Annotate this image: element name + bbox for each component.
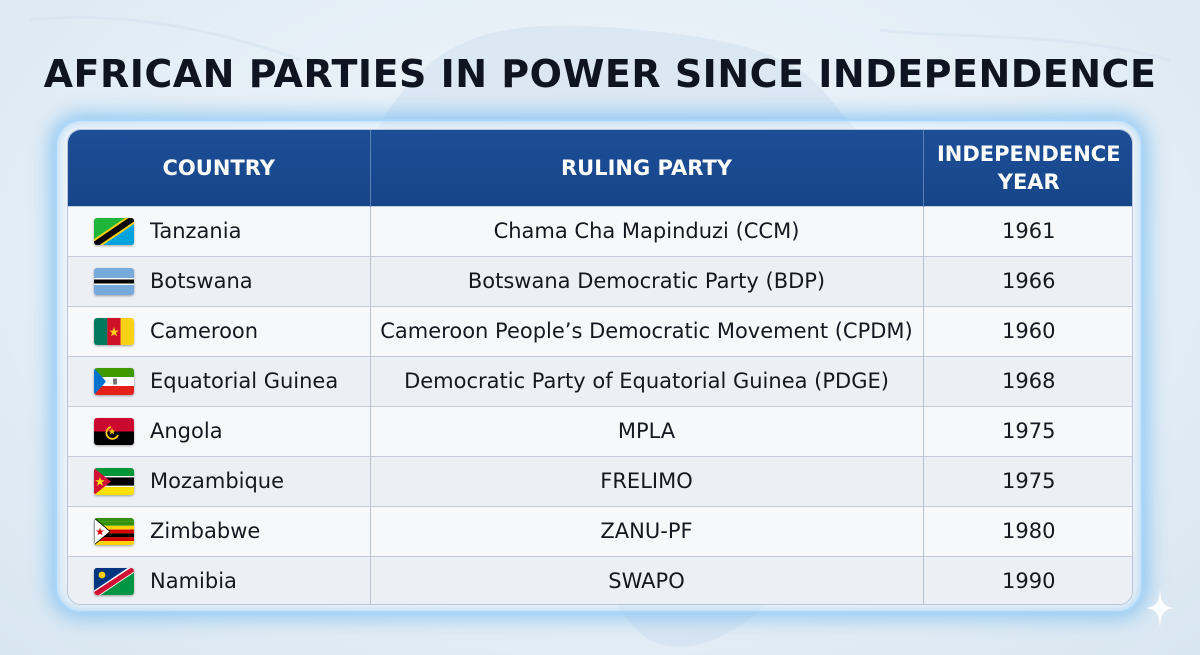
table-row: Namibia SWAPO 1990 xyxy=(68,555,1132,604)
year-cell: 1961 xyxy=(923,205,1132,256)
party-cell: Botswana Democratic Party (BDP) xyxy=(370,255,924,306)
tanzania-flag-icon xyxy=(94,217,134,245)
party-cell: Chama Cha Mapinduzi (CCM) xyxy=(370,205,924,256)
page-title: AFRICAN PARTIES IN POWER SINCE INDEPENDE… xyxy=(43,52,1157,96)
country-cell: Tanzania xyxy=(68,205,371,256)
year-cell: 1968 xyxy=(923,355,1132,406)
party-cell: MPLA xyxy=(370,405,924,456)
angola-flag-icon xyxy=(94,417,134,445)
year-cell: 1990 xyxy=(923,555,1132,604)
year-cell: 1966 xyxy=(923,255,1132,306)
party-cell: FRELIMO xyxy=(370,455,924,506)
country-cell: Angola xyxy=(68,405,371,456)
header-country: COUNTRY xyxy=(68,130,371,206)
table-row: Zimbabwe ZANU-PF 1980 xyxy=(68,505,1132,556)
botswana-flag-icon xyxy=(94,267,134,295)
header-year-line1: INDEPENDENCE xyxy=(936,141,1121,166)
country-cell: Zimbabwe xyxy=(68,505,371,556)
parties-table-container: COUNTRY RULING PARTY INDEPENDENCE YEAR T… xyxy=(67,129,1133,605)
country-cell: Botswana xyxy=(68,255,371,306)
country-cell: Namibia xyxy=(68,555,371,604)
party-cell: ZANU-PF xyxy=(370,505,924,556)
country-name: Mozambique xyxy=(150,469,285,493)
party-cell: Democratic Party of Equatorial Guinea (P… xyxy=(370,355,924,406)
zimbabwe-flag-icon xyxy=(94,517,134,545)
year-cell: 1975 xyxy=(923,455,1132,506)
country-name: Namibia xyxy=(150,569,237,594)
mozambique-flag-icon xyxy=(94,467,134,495)
table-header-row: COUNTRY RULING PARTY INDEPENDENCE YEAR xyxy=(68,130,1132,206)
table-row: Angola MPLA 1975 xyxy=(68,405,1132,456)
header-ruling-party: RULING PARTY xyxy=(370,130,924,206)
header-independence-year: INDEPENDENCE YEAR xyxy=(923,130,1132,206)
year-cell: 1980 xyxy=(923,505,1132,556)
country-name: Tanzania xyxy=(150,219,242,243)
country-name: Zimbabwe xyxy=(150,519,261,543)
country-name: Botswana xyxy=(150,269,253,293)
year-cell: 1960 xyxy=(923,305,1132,356)
party-cell: SWAPO xyxy=(370,555,924,604)
country-name: Cameroon xyxy=(150,319,259,343)
country-cell: Equatorial Guinea xyxy=(68,355,371,406)
header-year-line2: YEAR xyxy=(997,169,1060,194)
cameroon-flag-icon xyxy=(94,317,134,345)
parties-table: COUNTRY RULING PARTY INDEPENDENCE YEAR T… xyxy=(68,130,1132,604)
namibia-flag-icon xyxy=(94,567,134,595)
equatorial-guinea-flag-icon xyxy=(94,367,134,395)
table-row: Mozambique FRELIMO 1975 xyxy=(68,455,1132,506)
table-row: Tanzania Chama Cha Mapinduzi (CCM) 1961 xyxy=(68,205,1132,256)
country-cell: Mozambique xyxy=(68,455,371,506)
sparkle-icon xyxy=(1146,588,1174,628)
country-name: Equatorial Guinea xyxy=(150,369,339,393)
country-name: Angola xyxy=(150,419,223,443)
table-row: Cameroon Cameroon People’s Democratic Mo… xyxy=(68,305,1132,356)
year-cell: 1975 xyxy=(923,405,1132,456)
country-cell: Cameroon xyxy=(68,305,371,356)
table-row: Botswana Botswana Democratic Party (BDP)… xyxy=(68,255,1132,306)
party-cell: Cameroon People’s Democratic Movement (C… xyxy=(370,305,924,356)
table-row: Equatorial Guinea Democratic Party of Eq… xyxy=(68,355,1132,406)
